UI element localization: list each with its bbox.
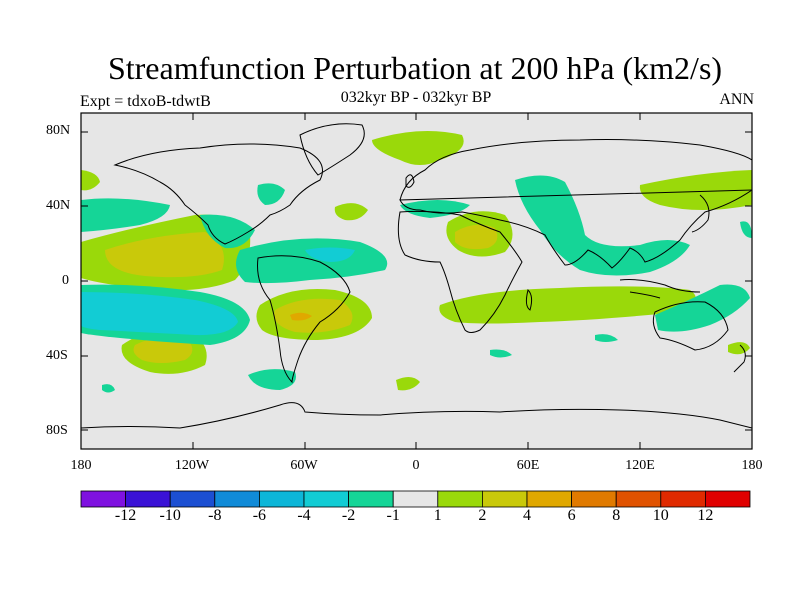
colorbar-swatch <box>392 490 439 508</box>
colorbar-label: 8 <box>612 507 621 524</box>
positive-anomaly-cores <box>105 224 498 363</box>
colorbar <box>80 490 751 508</box>
colorbar-swatch <box>660 490 706 508</box>
anomaly-region <box>490 349 512 358</box>
colorbar-label: -8 <box>208 507 222 524</box>
indonesia-coast <box>619 279 701 299</box>
lat-label-80n: 80N <box>46 123 71 138</box>
colorbar-label: -6 <box>252 507 267 524</box>
anomaly-region <box>200 214 255 249</box>
colorbar-swatch <box>437 490 483 508</box>
south-america-coast <box>257 255 351 384</box>
anomaly-core <box>455 224 498 250</box>
anomaly-region <box>81 170 100 191</box>
lon-label-180w: 180 <box>70 458 92 473</box>
anomaly-region <box>81 198 170 232</box>
anomaly-core <box>305 247 355 262</box>
lat-label-40s: 40S <box>46 348 68 363</box>
greenland-coast <box>299 123 365 176</box>
anomaly-region <box>439 286 696 324</box>
lon-label-180e: 180 <box>741 458 763 473</box>
colorbar-swatch <box>214 490 260 508</box>
season-label: ANN <box>719 91 754 108</box>
colorbar-swatch <box>258 490 305 508</box>
colorbar-swatch <box>348 490 394 508</box>
colorbar-label: -4 <box>297 507 311 524</box>
australia-coast <box>652 301 729 351</box>
colorbar-swatch <box>125 490 171 508</box>
colorbar-label: 10 <box>652 507 669 524</box>
anomaly-core <box>81 292 238 336</box>
colorbar-label: 2 <box>478 507 487 524</box>
colorbar-swatch <box>169 490 216 508</box>
lon-label-60w: 60W <box>290 458 318 473</box>
colorbar-swatch <box>526 490 572 508</box>
anomaly-region <box>102 384 115 393</box>
colorbar-swatch <box>80 490 126 508</box>
colorbar-swatch <box>481 490 528 508</box>
colorbar-label: -1 <box>386 507 400 524</box>
colorbar-label: -2 <box>341 507 356 524</box>
experiment-label: Expt = tdxoB-tdwtB <box>80 93 211 110</box>
japan-coast <box>691 194 710 233</box>
anomaly-core <box>274 298 353 333</box>
colorbar-label: -10 <box>159 507 181 524</box>
colorbar-label: 6 <box>567 507 576 524</box>
europe-asia-coast <box>399 139 752 269</box>
colorbar-label: 4 <box>523 507 531 524</box>
colorbar-swatch <box>705 490 751 508</box>
anomaly-region <box>515 175 690 276</box>
anomaly-peak <box>290 312 312 321</box>
colorbar-label: 1 <box>433 507 442 524</box>
anomaly-core <box>105 232 224 278</box>
anomaly-region <box>334 203 368 221</box>
map-plot <box>81 113 752 449</box>
lat-label-80s: 80S <box>46 423 68 438</box>
lon-label-60e: 60E <box>516 458 540 473</box>
anomaly-region <box>396 376 420 391</box>
anomaly-core <box>133 336 193 363</box>
africa-coast <box>397 210 523 333</box>
lat-label-40n: 40N <box>46 198 71 213</box>
lon-label-0: 0 <box>412 458 420 473</box>
uk-coast <box>405 174 415 188</box>
axis-ticks <box>81 113 752 449</box>
colorbar-swatch <box>615 490 662 508</box>
coastlines <box>81 123 752 429</box>
chart-title: Streamfunction Perturbation at 200 hPa (… <box>107 50 723 86</box>
antarctica-coast <box>81 402 752 429</box>
anomaly-region <box>257 183 285 205</box>
lon-label-120e: 120E <box>625 458 655 473</box>
anomaly-region <box>740 221 752 238</box>
colorbar-label: -12 <box>114 507 137 524</box>
lon-label-120w: 120W <box>174 458 210 473</box>
lat-label-0: 0 <box>62 273 69 288</box>
madagascar-coast <box>525 289 533 311</box>
anomaly-region <box>248 369 296 390</box>
anomaly-region <box>655 284 750 332</box>
colorbar-swatch <box>303 490 349 508</box>
negative-anomaly-cores <box>81 247 355 336</box>
colorbar-label: 12 <box>697 507 714 524</box>
anomaly-region <box>639 170 752 210</box>
anomaly-region <box>595 334 618 342</box>
anomaly-region <box>372 131 464 165</box>
new-zealand-coast <box>733 344 746 373</box>
positive-anomaly-peaks <box>290 312 312 321</box>
north-america-coast <box>113 143 323 245</box>
period-label: 032kyr BP - 032kyr BP <box>340 89 492 106</box>
colorbar-swatch <box>571 490 617 508</box>
